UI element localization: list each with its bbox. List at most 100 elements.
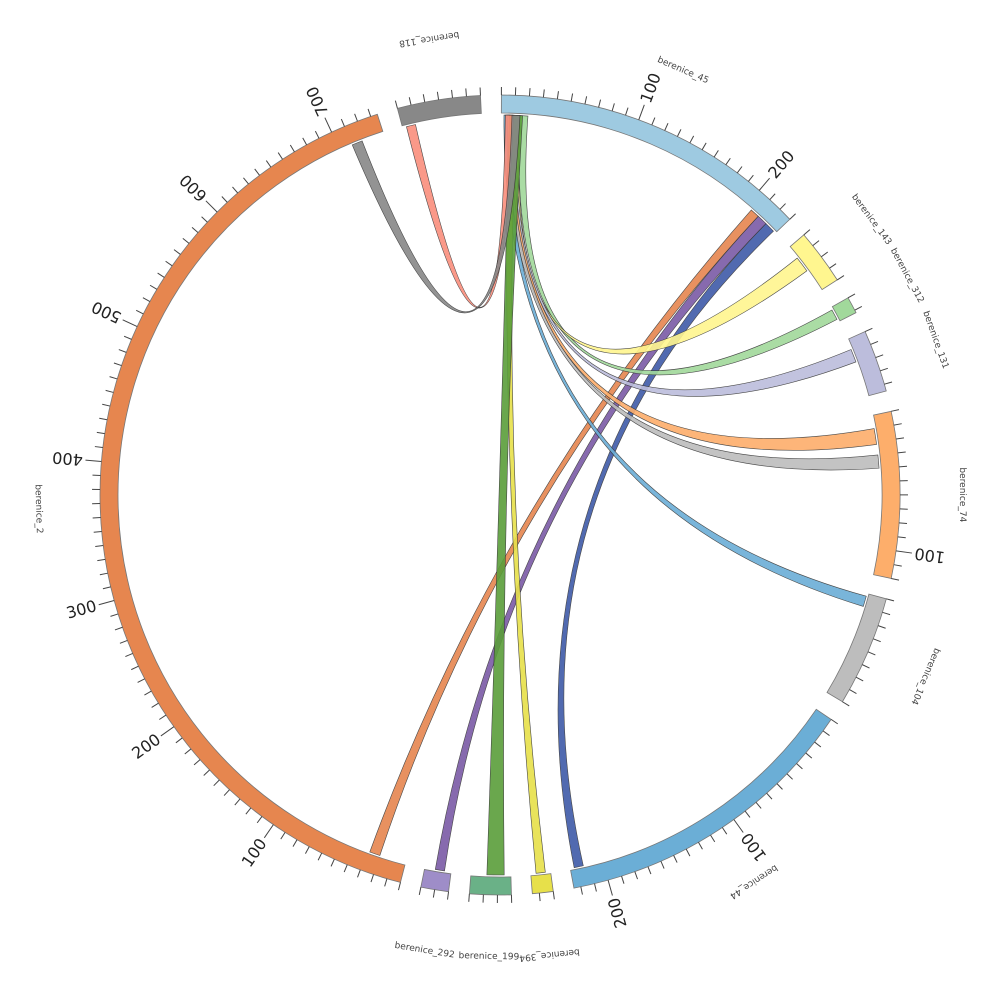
- tick-mark: [280, 832, 286, 840]
- tick-mark: [736, 166, 743, 174]
- tick-label: 100: [913, 544, 946, 567]
- tick-mark: [165, 260, 173, 267]
- tick-mark: [317, 852, 323, 861]
- segment-arc-berenice_199: [468, 875, 512, 896]
- tick-mark: [418, 886, 422, 896]
- tick-mark: [384, 878, 388, 887]
- segment-label-berenice_292: berenice_292: [394, 941, 455, 961]
- tick-mark: [137, 678, 145, 683]
- tick-mark: [755, 802, 762, 809]
- tick-mark: [893, 564, 902, 567]
- tick-mark: [397, 882, 401, 891]
- tick-mark: [873, 638, 881, 643]
- link-ribbon-berenice_45-berenice_292: [434, 215, 767, 872]
- tick-mark: [191, 227, 199, 234]
- tick-mark: [144, 690, 152, 696]
- tick-mark: [94, 446, 103, 449]
- link-ribbon-berenice_45-berenice_2: [351, 114, 521, 313]
- tick-mark: [607, 879, 613, 896]
- segment-label-berenice_312: berenice_312: [888, 247, 926, 305]
- tick-mark: [758, 177, 770, 191]
- tick-mark: [175, 737, 183, 744]
- tick-mark: [893, 423, 902, 426]
- tick-mark: [125, 652, 133, 658]
- tick-mark: [203, 769, 210, 776]
- link-ribbon-berenice_45-berenice_2: [369, 209, 759, 856]
- tick-mark: [660, 861, 665, 869]
- tick-mark: [184, 748, 192, 755]
- segment-arc-berenice_292: [420, 868, 452, 893]
- tick-mark: [594, 883, 597, 892]
- tick-mark: [223, 789, 230, 796]
- tick-mark: [160, 726, 175, 737]
- tick-mark: [733, 819, 744, 833]
- segment-arc-berenice_2: [99, 113, 406, 883]
- tick-mark: [898, 522, 908, 524]
- tick-mark: [621, 875, 625, 884]
- tick-mark: [182, 237, 190, 244]
- segment-label-berenice_199: berenice_199: [458, 951, 519, 962]
- tick-mark: [854, 306, 863, 311]
- tick-mark: [114, 626, 123, 631]
- tick-mark: [789, 213, 796, 220]
- segment-arc-berenice_45: [500, 94, 791, 233]
- tick-mark: [302, 137, 308, 146]
- tick-mark: [157, 272, 165, 278]
- tick-mark: [213, 779, 220, 787]
- tick-label: 300: [64, 596, 98, 622]
- tick-mark: [256, 816, 263, 824]
- tick-mark: [796, 763, 803, 770]
- tick-mark: [330, 858, 335, 867]
- tick-mark: [263, 824, 274, 839]
- tick-mark: [324, 117, 333, 133]
- tick-mark: [538, 893, 541, 902]
- tick-mark: [786, 773, 793, 780]
- tick-mark: [93, 531, 102, 533]
- tick-mark: [314, 130, 320, 139]
- tick-mark: [710, 834, 716, 843]
- tick-mark: [676, 129, 682, 137]
- tick-mark: [98, 600, 115, 606]
- tick-mark: [370, 874, 375, 883]
- tick-mark: [357, 869, 361, 878]
- tick-mark: [99, 572, 108, 576]
- tick-mark: [685, 848, 691, 857]
- tick-mark: [698, 842, 703, 850]
- link-ribbon-berenice_45-berenice_74: [506, 114, 880, 471]
- tick-mark: [234, 798, 241, 806]
- segment-label-berenice_131: berenice_131: [920, 310, 950, 371]
- tick-mark: [580, 886, 583, 895]
- tick-mark: [849, 689, 857, 694]
- tick-label: 400: [52, 448, 84, 469]
- tick-mark: [447, 891, 450, 900]
- tick-mark: [689, 135, 695, 144]
- tick-mark: [292, 839, 298, 847]
- tick-mark: [205, 200, 218, 213]
- tick-label: 200: [128, 730, 164, 763]
- tick-mark: [123, 335, 132, 340]
- tick-mark: [897, 451, 906, 454]
- tick-mark: [842, 701, 850, 707]
- tick-mark: [232, 186, 239, 194]
- tick-label: 500: [89, 297, 125, 327]
- tick-mark: [875, 354, 884, 359]
- tick-mark: [340, 118, 345, 127]
- tick-mark: [867, 651, 876, 656]
- tick-mark: [305, 846, 310, 854]
- tick-mark: [725, 157, 731, 166]
- tick-mark: [173, 249, 181, 255]
- tick-mark: [149, 284, 158, 290]
- link-ribbon-berenice_45-berenice_199: [486, 114, 523, 876]
- link-ribbon-berenice_45-berenice_131: [511, 114, 857, 397]
- tick-mark: [193, 759, 201, 766]
- tick-mark: [265, 160, 272, 168]
- tick-mark: [343, 864, 348, 873]
- segment-arc-berenice_104: [826, 593, 887, 703]
- tick-label: 600: [176, 171, 211, 206]
- tick-mark: [611, 103, 615, 112]
- tick-mark: [830, 718, 839, 725]
- tick-mark: [432, 889, 436, 898]
- tick-mark: [122, 319, 138, 327]
- tick-mark: [779, 203, 786, 210]
